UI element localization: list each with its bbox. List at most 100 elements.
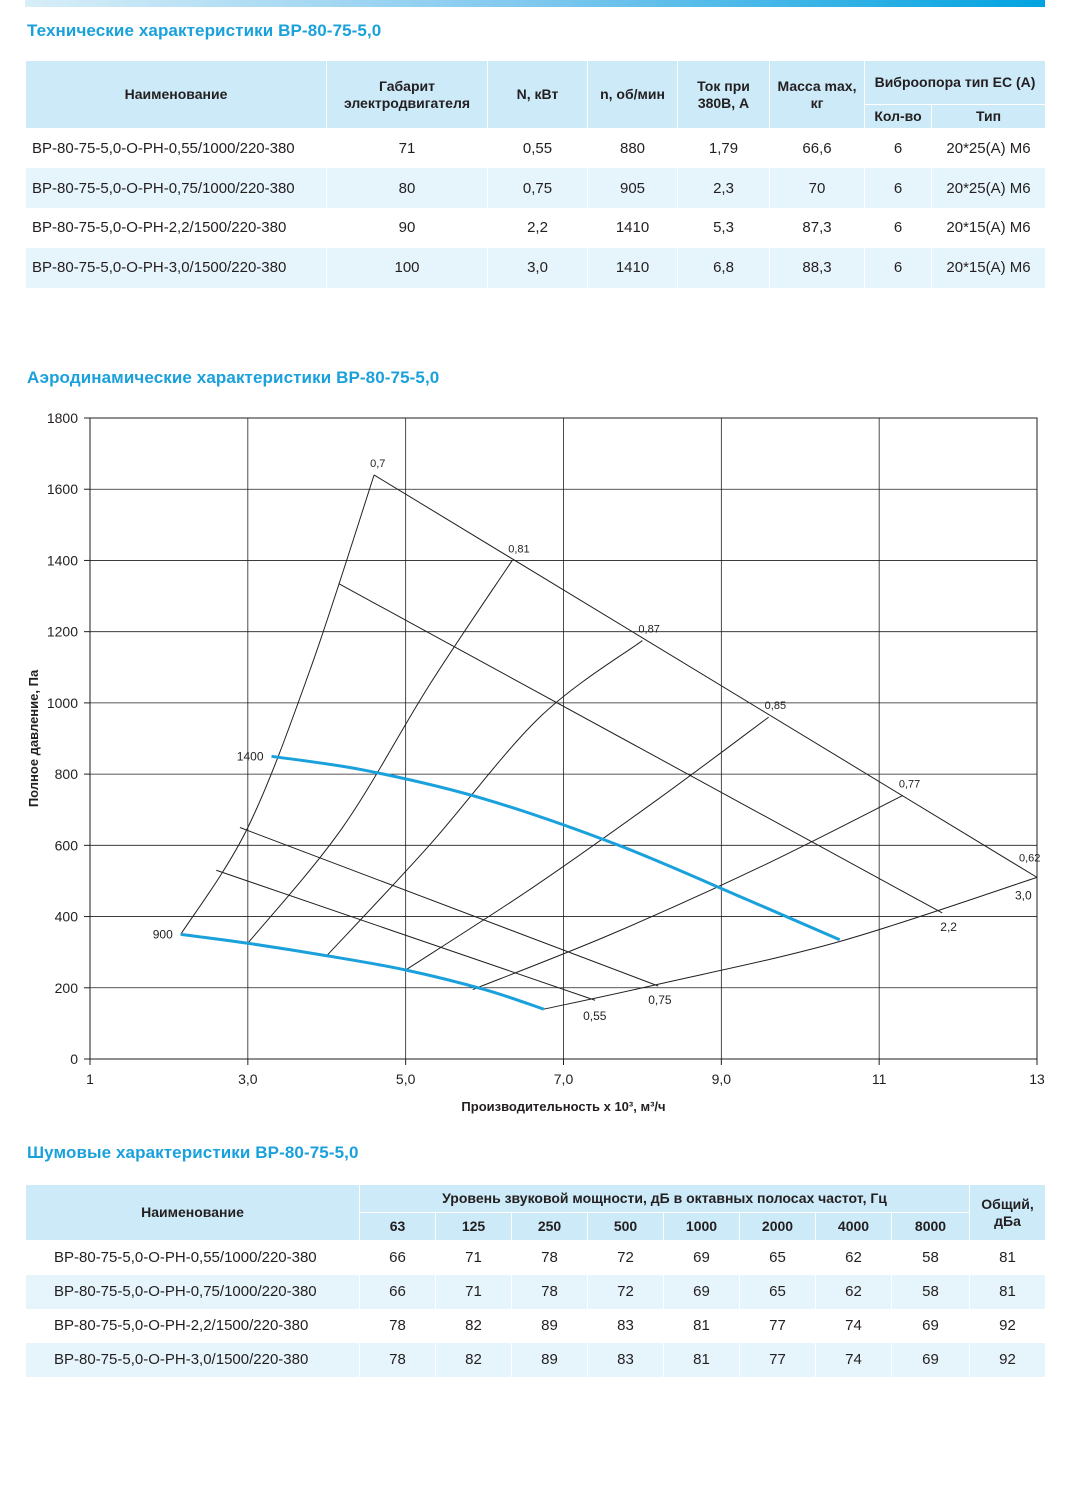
col-header-mass: Масса max, кг — [769, 60, 865, 129]
table-cell-qty: 6 — [864, 247, 932, 288]
table-row: ВР-80-75-5,0-О-РН-0,55/1000/220-380 71 0,5… — [25, 128, 1046, 169]
table-cell-value: 83 — [587, 1308, 664, 1343]
y-tick-label: 1000 — [47, 695, 78, 711]
power-line — [373, 474, 1038, 878]
efficiency-label: 0,85 — [765, 700, 786, 712]
aero-section-title: Аэродинамические характеристики ВР-80-75… — [27, 368, 440, 387]
table-cell-mass: 88,3 — [769, 247, 865, 288]
table-cell-value: 65 — [739, 1240, 816, 1275]
table-row: ВР-80-75-5,0-О-РН-2,2/1500/220-380 78 82 89… — [25, 1308, 1047, 1343]
table-cell-total: 92 — [969, 1342, 1047, 1377]
table-cell-mass: 87,3 — [769, 208, 865, 248]
efficiency-label: 0,81 — [508, 543, 529, 555]
table-cell-current: 1,79 — [677, 128, 770, 169]
table-row: ВР-80-75-5,0-О-РН-3,0/1500/220-380 78 82 89… — [25, 1342, 1047, 1377]
table-cell-value: 69 — [890, 1308, 971, 1343]
table-cell-mass: 66,6 — [769, 128, 865, 169]
table-cell-name: ВР-80-75-5,0-О-РН-0,75/1000/220-380 — [25, 1274, 360, 1309]
noise-col-header-level: Уровень звуковой мощности, дБ в октавных… — [358, 1184, 971, 1213]
noise-col-header-total: Общий, дБа — [969, 1184, 1047, 1241]
col-header-qty: Кол-во — [864, 104, 932, 129]
power-label: 3,0 — [1015, 888, 1032, 902]
table-cell-rpm: 1410 — [587, 247, 678, 288]
y-tick-label: 1800 — [47, 410, 78, 426]
noise-col-header-freq: 2000 — [739, 1212, 816, 1241]
power-line — [216, 869, 596, 1001]
table-cell-name: ВР-80-75-5,0-О-РН-2,2/1500/220-380 — [25, 1308, 360, 1343]
table-cell-type: 20*15(А) М6 — [931, 208, 1046, 248]
table-cell-value: 66 — [359, 1274, 436, 1309]
table-cell-value: 62 — [815, 1274, 892, 1309]
col-header-vibro: Виброопора тип ЕС (А) — [864, 60, 1046, 105]
efficiency-curve — [247, 560, 513, 944]
tech-section-title: Технические характеристики ВР-80-75-5,0 — [27, 21, 382, 40]
y-axis-title: Полное давление, Па — [26, 669, 41, 807]
table-cell-gabarit: 100 — [326, 247, 488, 288]
x-tick-label: 1 — [86, 1071, 94, 1087]
efficiency-curve — [543, 876, 1038, 1010]
efficiency-label: 0,87 — [638, 624, 659, 636]
table-row: ВР-80-75-5,0-О-РН-2,2/1500/220-380 90 2,2 1… — [25, 208, 1046, 248]
efficiency-curve — [180, 474, 375, 935]
table-cell-value: 69 — [890, 1342, 971, 1377]
top-accent-bar — [25, 0, 1045, 7]
y-tick-label: 1600 — [47, 481, 78, 497]
table-cell-value: 78 — [359, 1342, 436, 1377]
table-cell-name: ВР-80-75-5,0-О-РН-0,55/1000/220-380 — [25, 128, 327, 169]
table-cell-rpm: 1410 — [587, 208, 678, 248]
table-cell-value: 58 — [890, 1240, 971, 1275]
table-cell-name: ВР-80-75-5,0-О-РН-0,75/1000/220-380 — [25, 168, 327, 208]
col-header-gabarit: Габарит электродвигателя — [326, 60, 488, 129]
power-label: 2,2 — [940, 920, 957, 934]
col-header-rpm: n, об/мин — [587, 60, 678, 129]
table-cell-name: ВР-80-75-5,0-О-РН-3,0/1500/220-380 — [25, 1342, 360, 1377]
table-cell-rpm: 905 — [587, 168, 678, 208]
table-cell-value: 77 — [739, 1308, 816, 1343]
table-cell-type: 20*25(А) М6 — [931, 168, 1046, 208]
efficiency-label: 0,62 — [1019, 852, 1040, 864]
table-cell-value: 65 — [739, 1274, 816, 1309]
table-cell-total: 81 — [969, 1274, 1047, 1309]
table-cell-n_kw: 2,2 — [487, 208, 588, 248]
noise-section-title: Шумовые характеристики ВР-80-75-5,0 — [27, 1143, 359, 1162]
table-cell-name: ВР-80-75-5,0-О-РН-3,0/1500/220-380 — [25, 247, 327, 288]
table-cell-value: 78 — [359, 1308, 436, 1343]
table-cell-value: 89 — [511, 1342, 588, 1377]
table-cell-value: 74 — [815, 1308, 892, 1343]
noise-col-header-name: Наименование — [25, 1184, 360, 1241]
power-line — [338, 583, 943, 914]
noise-col-header-freq: 4000 — [815, 1212, 892, 1241]
table-cell-name: ВР-80-75-5,0-О-РН-0,55/1000/220-380 — [25, 1240, 360, 1275]
power-line — [239, 827, 659, 987]
efficiency-curve — [326, 640, 643, 957]
table-cell-type: 20*25(А) М6 — [931, 128, 1046, 169]
table-cell-value: 71 — [435, 1274, 512, 1309]
x-tick-label: 7,0 — [554, 1071, 574, 1087]
noise-col-header-freq: 125 — [435, 1212, 512, 1241]
table-row: ВР-80-75-5,0-О-РН-0,75/1000/220-380 66 71 7… — [25, 1274, 1047, 1309]
y-tick-label: 600 — [55, 837, 79, 853]
rpm-label: 1400 — [237, 749, 264, 763]
table-cell-value: 66 — [359, 1240, 436, 1275]
table-row: ВР-80-75-5,0-О-РН-3,0/1500/220-380 100 3,0… — [25, 247, 1046, 288]
noise-specs-table: Наименование Уровень звуковой мощности, … — [25, 1184, 1047, 1377]
table-cell-mass: 70 — [769, 168, 865, 208]
col-header-current: Ток при 380В, А — [677, 60, 770, 129]
efficiency-curve — [472, 795, 904, 991]
rpm-curve — [271, 754, 841, 942]
table-row: ВР-80-75-5,0-О-РН-0,55/1000/220-380 66 71 7… — [25, 1240, 1047, 1275]
table-cell-value: 78 — [511, 1274, 588, 1309]
col-header-name: Наименование — [25, 60, 327, 129]
rpm-label: 900 — [153, 927, 173, 941]
efficiency-label: 0,7 — [370, 458, 385, 470]
table-cell-total: 92 — [969, 1308, 1047, 1343]
table-cell-gabarit: 80 — [326, 168, 488, 208]
table-cell-current: 6,8 — [677, 247, 770, 288]
tech-specs-table: Наименование Габарит электродвигателя N,… — [25, 60, 1046, 288]
table-cell-value: 74 — [815, 1342, 892, 1377]
noise-col-header-freq: 1000 — [663, 1212, 740, 1241]
y-tick-label: 400 — [55, 909, 79, 925]
table-cell-current: 5,3 — [677, 208, 770, 248]
table-cell-qty: 6 — [864, 168, 932, 208]
table-cell-value: 69 — [663, 1240, 740, 1275]
